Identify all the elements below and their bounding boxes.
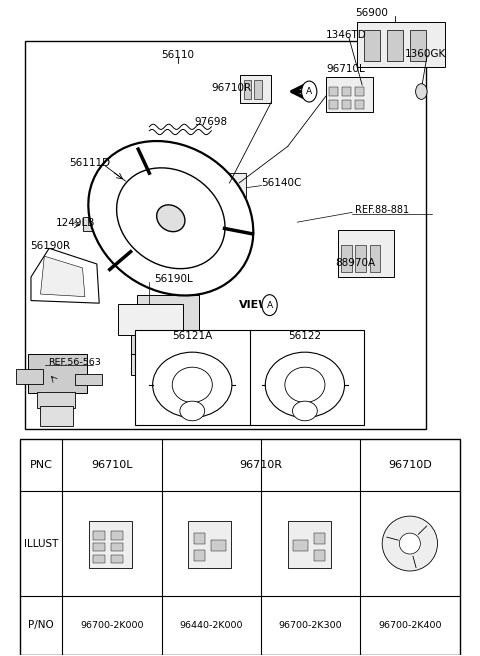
Bar	[240, 75, 271, 102]
Text: REF.56-563: REF.56-563	[48, 358, 101, 367]
Bar	[188, 522, 231, 568]
Bar	[314, 533, 325, 544]
Text: 88970A: 88970A	[336, 258, 375, 268]
Text: 56900: 56900	[355, 8, 388, 18]
Bar	[84, 217, 94, 232]
Bar	[111, 531, 123, 540]
Bar	[364, 30, 380, 62]
Bar	[370, 245, 380, 272]
Bar	[218, 173, 246, 197]
Bar	[93, 531, 105, 540]
Text: A: A	[266, 300, 273, 310]
Bar	[39, 406, 73, 426]
Text: 96440-2K000: 96440-2K000	[180, 621, 243, 630]
Bar	[294, 384, 300, 391]
Bar	[137, 295, 199, 335]
Bar	[355, 87, 364, 96]
Text: 96700-2K400: 96700-2K400	[378, 621, 442, 630]
Bar	[342, 100, 351, 109]
Text: 96710R: 96710R	[211, 83, 252, 92]
Ellipse shape	[265, 352, 345, 417]
Ellipse shape	[153, 352, 232, 417]
Bar	[194, 533, 204, 544]
Text: 96700-2K000: 96700-2K000	[80, 621, 144, 630]
Bar	[410, 30, 426, 62]
Bar	[16, 369, 43, 384]
Text: 56122: 56122	[288, 331, 321, 341]
Bar	[75, 374, 102, 386]
Bar	[353, 79, 372, 93]
Ellipse shape	[172, 367, 212, 403]
Ellipse shape	[156, 205, 185, 232]
Ellipse shape	[180, 401, 204, 420]
Text: VIEW: VIEW	[239, 300, 272, 310]
Circle shape	[301, 81, 317, 102]
Bar	[111, 555, 123, 563]
Text: 56140C: 56140C	[262, 178, 302, 188]
Ellipse shape	[117, 168, 225, 269]
Bar	[288, 522, 331, 568]
Bar	[310, 384, 315, 391]
Text: 1360GK: 1360GK	[405, 49, 446, 58]
Text: 96710R: 96710R	[240, 460, 282, 470]
Text: 96710D: 96710D	[388, 460, 432, 470]
Bar	[28, 354, 87, 394]
Text: REF.88-881: REF.88-881	[356, 205, 409, 215]
Bar	[314, 550, 325, 560]
Bar	[89, 522, 132, 568]
Bar	[293, 540, 308, 552]
Bar	[341, 245, 352, 272]
Bar	[387, 30, 403, 62]
Bar	[254, 80, 262, 99]
Text: 56190R: 56190R	[30, 241, 70, 251]
Polygon shape	[31, 249, 99, 303]
Bar	[131, 354, 207, 375]
Text: P/NO: P/NO	[28, 620, 54, 630]
Bar	[326, 77, 372, 112]
Ellipse shape	[399, 533, 420, 554]
Bar	[93, 555, 105, 563]
Text: ILLUST: ILLUST	[24, 539, 59, 548]
Text: 96710L: 96710L	[326, 64, 365, 73]
Circle shape	[262, 295, 277, 316]
Bar	[342, 87, 351, 96]
Text: 56110: 56110	[161, 50, 194, 60]
Bar	[93, 543, 105, 552]
Text: 56111D: 56111D	[69, 158, 110, 169]
Bar	[329, 87, 338, 96]
Bar	[357, 22, 445, 67]
Bar	[356, 245, 366, 272]
Text: 56121A: 56121A	[172, 331, 213, 341]
Bar	[244, 80, 252, 99]
Text: 56190L: 56190L	[154, 274, 192, 284]
Bar	[194, 550, 204, 560]
Bar	[329, 100, 338, 109]
Bar	[355, 100, 364, 109]
Ellipse shape	[292, 401, 317, 420]
Polygon shape	[40, 256, 85, 297]
Text: A: A	[306, 87, 312, 96]
Ellipse shape	[285, 367, 325, 403]
Ellipse shape	[88, 141, 253, 295]
Bar	[111, 543, 123, 552]
Bar	[118, 304, 183, 335]
Bar	[338, 230, 394, 277]
Ellipse shape	[416, 84, 427, 99]
Text: 96710L: 96710L	[91, 460, 132, 470]
Bar	[37, 392, 75, 407]
Text: 97698: 97698	[195, 117, 228, 127]
Bar	[211, 540, 226, 552]
Bar	[135, 330, 364, 424]
Bar	[25, 41, 426, 429]
Text: 1346TD: 1346TD	[326, 30, 367, 41]
Text: 1249LB: 1249LB	[55, 218, 95, 228]
Ellipse shape	[382, 516, 438, 571]
Text: PNC: PNC	[30, 460, 53, 470]
Bar	[21, 439, 459, 655]
Bar	[131, 333, 207, 356]
Text: 96700-2K300: 96700-2K300	[279, 621, 342, 630]
